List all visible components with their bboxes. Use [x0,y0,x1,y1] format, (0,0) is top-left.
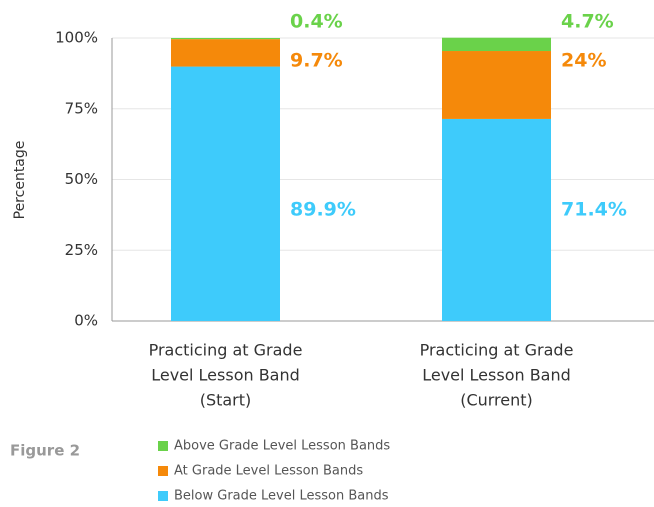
y-tick-label: 0% [74,312,98,330]
x-tick-label: (Current) [460,391,533,410]
x-tick-label: Practicing at Grade [420,341,574,360]
value-label: 9.7% [290,50,343,72]
x-tick-label: (Start) [200,391,252,410]
y-axis-title: Percentage [12,141,28,220]
value-label: 24% [561,50,606,72]
value-label: 71.4% [561,199,627,221]
value-label: 0.4% [290,11,343,33]
bar-segment [442,118,551,321]
legend-swatch [158,441,168,451]
y-tick-label: 50% [65,170,98,188]
x-tick-label: Level Lesson Band [422,366,571,385]
bar-segment [171,66,280,321]
value-label: 4.7% [561,11,614,33]
x-tick-label: Practicing at Grade [149,341,303,360]
x-tick-label: Level Lesson Band [151,366,300,385]
legend-label: Below Grade Level Lesson Bands [174,489,389,504]
bar-segment [171,38,280,40]
y-tick-label: 75% [65,99,98,117]
legend-swatch [158,491,168,501]
legend-label: Above Grade Level Lesson Bands [174,439,390,454]
bar-segment [171,39,280,67]
y-tick-label: 100% [55,29,98,47]
legend-label: At Grade Level Lesson Bands [174,464,363,479]
figure-label: Figure 2 [10,442,80,460]
y-tick-label: 25% [65,241,98,259]
bar-segment [442,37,551,52]
bar-segment [442,51,551,119]
value-label: 89.9% [290,199,356,221]
legend-swatch [158,466,168,476]
